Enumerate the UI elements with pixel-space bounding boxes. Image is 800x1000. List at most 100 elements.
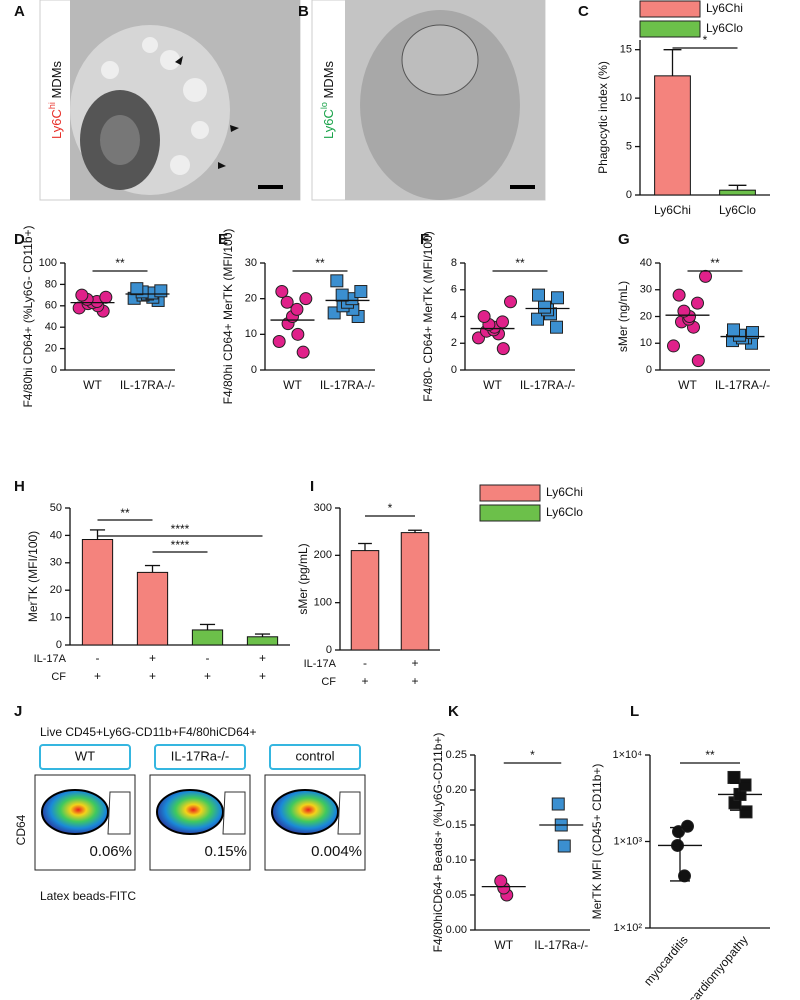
y-axis-label: F4/80hiCD64+ Beads+ (%Ly6G-CD11b+) [431, 733, 445, 953]
data-point [290, 302, 304, 316]
significance-label: ** [120, 506, 130, 520]
y-axis-label: MerTK (MFI/100) [26, 531, 40, 622]
x-tick-label: WT [283, 378, 302, 392]
y-tick-label: 0 [56, 639, 62, 651]
y-tick-label: 40 [640, 257, 652, 269]
y-tick-label: 30 [50, 557, 62, 569]
legend-label: Ly6Chi [706, 1, 743, 15]
y-tick-label: 30 [640, 284, 652, 296]
condition-name: CF [51, 671, 66, 683]
panel-letter: H [14, 478, 25, 495]
data-point [550, 320, 563, 334]
micrograph-label: Ly6Clo MDMs [319, 60, 336, 139]
label-part: hi [47, 102, 57, 109]
legend-swatch [479, 484, 541, 502]
panel-letter: K [448, 703, 459, 720]
data-point [746, 326, 759, 340]
y-tick-label: 40 [45, 321, 57, 333]
significance-label: ** [515, 256, 525, 270]
data-point [531, 312, 544, 326]
data-point [504, 295, 517, 309]
data-point [667, 339, 680, 353]
sample-box [39, 744, 131, 770]
condition-value: + [361, 674, 368, 688]
label-part: Ly6C [49, 109, 64, 139]
x-tick-label: WT [483, 378, 502, 392]
legend-swatch [639, 20, 701, 38]
data-point [557, 839, 571, 853]
condition-value: - [363, 656, 367, 670]
gate [222, 791, 246, 835]
panel-letter: G [618, 231, 630, 248]
y-tick-label: 10 [620, 92, 632, 104]
bar [81, 539, 114, 646]
density-blob [271, 789, 339, 835]
x-tick-label: Ly6Clo [719, 203, 756, 217]
density-blob [156, 789, 224, 835]
data-point [130, 282, 144, 296]
data-point [75, 288, 89, 302]
y-axis-label: MerTK MFI (CD45+ CD11b+) [590, 764, 604, 920]
panel-letter: D [14, 231, 25, 248]
y-tick-label: 5 [626, 140, 632, 152]
y-tick-label: 6 [451, 284, 457, 296]
x-tick-label: Ly6Chi [654, 203, 691, 217]
y-axis-label: sMer (pg/mL) [296, 543, 310, 614]
data-point [335, 288, 349, 302]
y-tick-label: 1×10² [614, 922, 643, 934]
y-tick-label: 15 [620, 44, 632, 56]
y-tick-label: 200 [314, 549, 332, 561]
gate-percent: 0.06% [89, 843, 132, 860]
y-axis-label: Phagocytic index (%) [596, 61, 610, 174]
y-tick-label: 300 [314, 502, 332, 514]
y-tick-label: 0.00 [446, 924, 467, 936]
condition-value: + [149, 651, 156, 665]
bar [654, 75, 691, 196]
y-tick-label: 0 [626, 189, 632, 201]
condition-name: IL-17A [34, 653, 67, 665]
condition-name: CF [321, 676, 336, 688]
y-tick-label: 30 [245, 257, 257, 269]
condition-value: + [259, 669, 266, 683]
y-axis-label: sMer (ng/mL) [616, 281, 630, 352]
condition-value: + [411, 656, 418, 670]
panel-letter: A [14, 3, 25, 20]
data-point [727, 770, 741, 784]
y-tick-label: 20 [45, 343, 57, 355]
y-tick-label: 0 [251, 364, 257, 376]
significance-label: ** [710, 256, 720, 270]
data-point [699, 269, 712, 283]
data-point [691, 296, 704, 310]
data-point [739, 805, 753, 819]
y-tick-label: 10 [640, 337, 652, 349]
y-tick-label: 60 [45, 300, 57, 312]
y-axis-label: F4/80hi CD64+ (%Ly6G- CD11b+) [21, 225, 35, 407]
data-point [672, 288, 686, 302]
y-tick-label: 0 [51, 364, 57, 376]
sample-box [154, 744, 246, 770]
y-tick-label: 0 [646, 364, 652, 376]
density-blob [41, 789, 109, 835]
panel-letter: C [578, 3, 589, 20]
data-point [551, 291, 564, 305]
y-tick-label: 1×10³ [614, 835, 643, 847]
y-tick-label: 0.05 [446, 889, 467, 901]
y-tick-label: 20 [640, 310, 652, 322]
x-tick-label: IL-17Ra-/- [534, 938, 588, 952]
data-point [99, 290, 113, 304]
condition-value: + [94, 669, 101, 683]
y-tick-label: 4 [451, 310, 457, 322]
sample-box [269, 744, 361, 770]
data-point [477, 310, 491, 323]
bar [719, 189, 756, 196]
sample-name: control [295, 748, 334, 763]
x-tick-label: myocarditis [641, 933, 691, 988]
gate-percent: 0.004% [311, 843, 362, 860]
data-point [681, 819, 694, 833]
significance-label: ** [315, 256, 325, 270]
condition-name: IL-17A [304, 658, 337, 670]
flow-x-label: Latex beads-FITC [40, 889, 136, 903]
data-point [275, 285, 289, 299]
legend-label: Ly6Clo [546, 505, 583, 519]
